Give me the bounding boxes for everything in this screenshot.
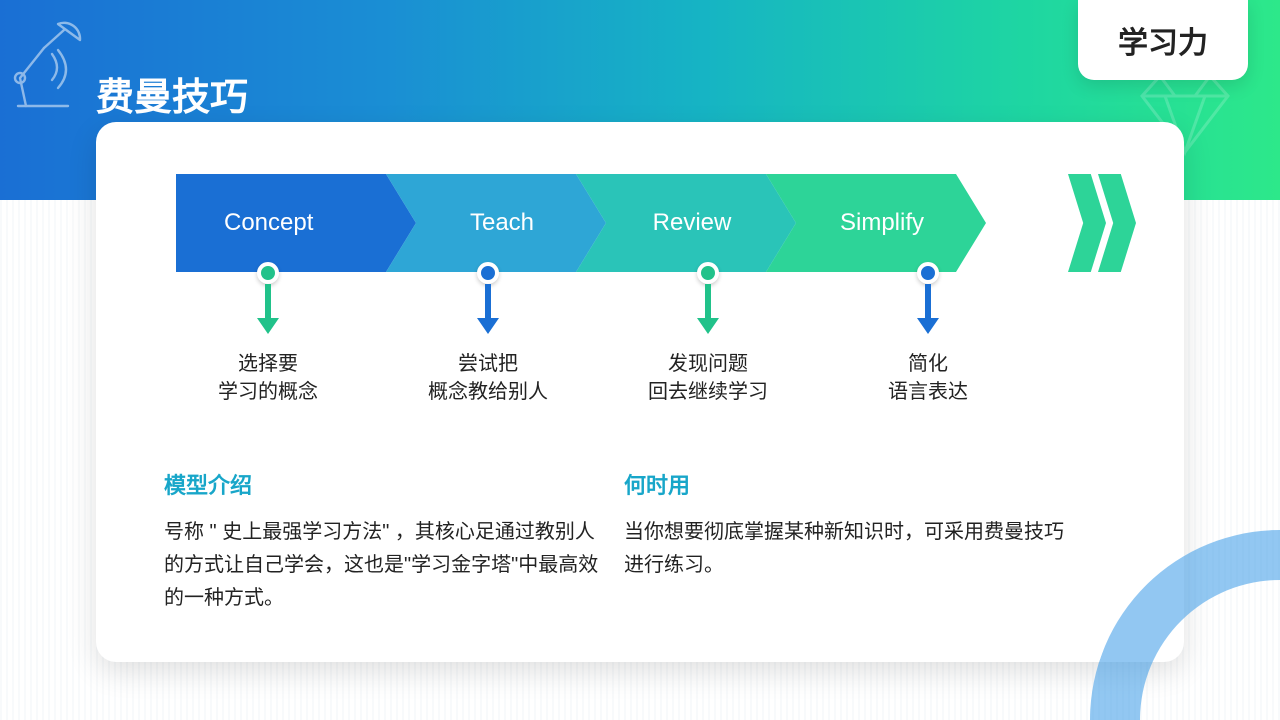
caption-line: 发现问题 xyxy=(668,353,748,375)
down-marker xyxy=(916,262,940,340)
caption-line: 选择要 xyxy=(238,353,298,375)
corner-tag: 学习力 xyxy=(1078,0,1248,80)
step-label: Review xyxy=(653,209,732,237)
column-body: 号称 " 史上最强学习方法" ，其核心足通过教别人的方式让自己学会，这也是"学习… xyxy=(164,516,604,615)
column-left: 模型介绍 号称 " 史上最强学习方法" ，其核心足通过教别人的方式让自己学会，这… xyxy=(164,468,604,615)
down-marker xyxy=(476,262,500,340)
caption-line: 简化 xyxy=(908,353,948,375)
desk-lamp-icon xyxy=(8,18,86,110)
step-label: Simplify xyxy=(840,209,924,237)
caption-line: 尝试把 xyxy=(458,353,518,375)
page-title: 费曼技巧 xyxy=(96,66,248,121)
column-right: 何时用 当你想要彻底掌握某种新知识时，可采用费曼技巧进行练习。 xyxy=(624,468,1064,582)
column-heading: 模型介绍 xyxy=(164,468,604,500)
caption-line: 回去继续学习 xyxy=(648,381,768,403)
corner-tag-label: 学习力 xyxy=(1118,27,1208,60)
column-body: 当你想要彻底掌握某种新知识时，可采用费曼技巧进行练习。 xyxy=(624,516,1064,582)
down-marker xyxy=(696,262,720,340)
step-caption: 尝试把 概念教给别人 xyxy=(388,350,588,406)
down-marker xyxy=(256,262,280,340)
caption-line: 学习的概念 xyxy=(218,381,318,403)
content-card: Concept Teach Review Simplify 选择要 学习的概念 … xyxy=(96,122,1184,662)
step-caption: 选择要 学习的概念 xyxy=(168,350,368,406)
step-label: Concept xyxy=(224,209,313,237)
step-caption: 发现问题 回去继续学习 xyxy=(608,350,808,406)
caption-line: 语言表达 xyxy=(888,381,968,403)
step-review: Review xyxy=(576,174,796,272)
step-simplify: Simplify xyxy=(766,174,986,272)
step-teach: Teach xyxy=(386,174,606,272)
column-heading: 何时用 xyxy=(624,468,1064,500)
caption-line: 概念教给别人 xyxy=(428,381,548,403)
step-caption: 简化 语言表达 xyxy=(828,350,1028,406)
tail-chevrons xyxy=(1076,174,1166,272)
step-concept: Concept xyxy=(176,174,416,272)
step-label: Teach xyxy=(470,209,534,237)
chevron-steps: Concept Teach Review Simplify xyxy=(176,174,1136,272)
